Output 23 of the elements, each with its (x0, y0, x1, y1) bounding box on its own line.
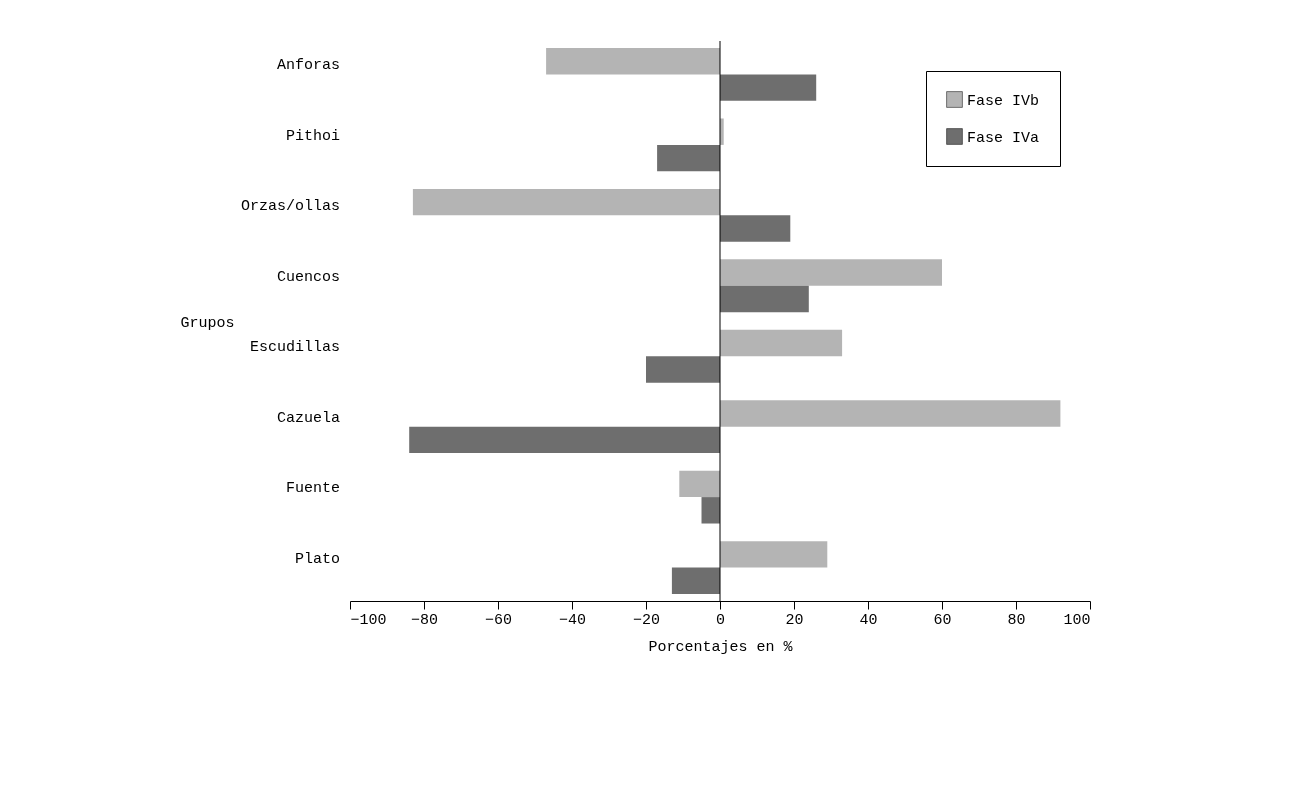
y-axis-title: Grupos (180, 314, 235, 332)
legend-label: Fase IVb (967, 92, 1040, 110)
x-tick-label: −80 (410, 611, 439, 629)
y-tick-label: Anforas (276, 57, 340, 75)
legend-label: Fase IVa (967, 129, 1040, 147)
y-tick-label: Pithoi (285, 127, 340, 145)
x-tick-label: 0 (715, 611, 726, 629)
y-tick-label: Cazuela (276, 409, 340, 427)
y-tick-label: Cuencos (276, 268, 340, 286)
x-tick-label: −60 (484, 611, 513, 629)
y-tick-label: Orzas/ollas (240, 198, 340, 216)
x-tick-label: −100 (350, 611, 387, 629)
x-tick-label: 40 (859, 611, 878, 629)
x-tick-label: −20 (632, 611, 661, 629)
x-tick-label: 60 (933, 611, 952, 629)
x-tick-label: 20 (785, 611, 804, 629)
y-tick-label: Fuente (285, 480, 340, 498)
y-tick-label: Plato (294, 550, 340, 568)
y-tick-label: Escudillas (249, 339, 340, 357)
x-tick-label: 80 (1007, 611, 1026, 629)
x-tick-label: 100 (1063, 611, 1091, 629)
x-tick-label: −40 (558, 611, 587, 629)
x-axis-title: Porcentajes en % (648, 638, 794, 656)
